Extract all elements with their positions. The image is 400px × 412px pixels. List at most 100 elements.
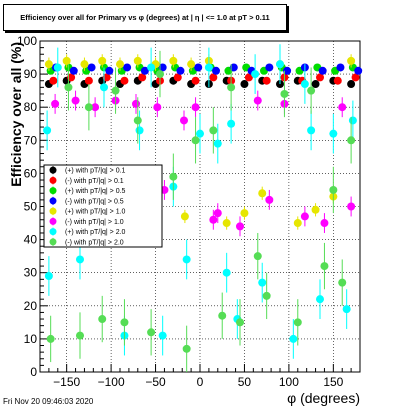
data-point bbox=[262, 76, 271, 85]
data-point bbox=[293, 318, 302, 327]
data-point bbox=[213, 139, 222, 148]
data-point bbox=[84, 103, 93, 112]
data-point bbox=[80, 60, 89, 69]
data-point bbox=[67, 73, 76, 82]
data-point bbox=[222, 268, 231, 277]
data-point bbox=[158, 331, 167, 340]
legend-box bbox=[43, 164, 163, 248]
data-point bbox=[76, 331, 84, 340]
legend: (+) with pT/|q| > 0.1 (-) with pT/|q| > 0… bbox=[43, 164, 163, 248]
data-point bbox=[227, 119, 236, 128]
data-point bbox=[173, 73, 182, 82]
data-point bbox=[147, 328, 156, 337]
legend-label: (+) with pT/|q| > 2.0 bbox=[65, 229, 126, 236]
data-point bbox=[44, 60, 53, 69]
data-point bbox=[100, 83, 108, 92]
legend-label: (-) with pT/|q| > 2.0 bbox=[65, 239, 124, 246]
y-tick-label: 50 bbox=[24, 200, 38, 214]
data-point bbox=[138, 73, 147, 82]
y-tick-label: 30 bbox=[24, 266, 38, 280]
data-point bbox=[49, 76, 58, 85]
data-point bbox=[311, 205, 320, 214]
data-point bbox=[265, 63, 274, 72]
data-point bbox=[153, 103, 162, 112]
y-axis-label: Efficiency over all (%) bbox=[8, 42, 24, 187]
data-point bbox=[316, 73, 324, 82]
data-point bbox=[342, 305, 351, 314]
data-point bbox=[194, 63, 203, 72]
data-point bbox=[351, 73, 360, 82]
data-point bbox=[236, 222, 244, 231]
data-point bbox=[338, 103, 347, 112]
x-tick-label: −100 bbox=[98, 375, 125, 389]
data-point bbox=[293, 219, 302, 228]
data-point bbox=[156, 70, 164, 79]
data-point bbox=[212, 66, 220, 75]
legend-marker bbox=[49, 217, 57, 225]
data-point bbox=[348, 116, 357, 125]
data-point bbox=[187, 60, 196, 69]
legend-label: (+) with pT/|q| > 0.5 bbox=[65, 188, 126, 195]
data-point bbox=[253, 252, 262, 261]
data-point bbox=[222, 219, 231, 228]
data-point bbox=[44, 272, 53, 281]
data-point bbox=[204, 63, 213, 72]
data-point bbox=[169, 56, 178, 65]
data-point bbox=[51, 99, 60, 108]
x-tick-label: 0 bbox=[197, 375, 204, 389]
data-point bbox=[329, 185, 338, 194]
y-tick-label: 60 bbox=[24, 166, 38, 180]
data-point bbox=[240, 80, 249, 89]
data-point bbox=[98, 56, 107, 65]
axis-layer: −150 −100 −50 0 50 100 150 0 10 20 30 40 50 60 70 80 90 1… bbox=[8, 34, 361, 406]
legend-marker bbox=[49, 166, 57, 174]
data-point bbox=[318, 66, 327, 75]
data-point bbox=[123, 63, 132, 72]
data-point bbox=[87, 63, 96, 72]
data-point bbox=[182, 255, 191, 264]
y-tick-label: 70 bbox=[24, 133, 38, 147]
data-point bbox=[276, 60, 284, 69]
data-point bbox=[240, 209, 249, 218]
legend-label: (-) with pT/|q| > 0.1 bbox=[65, 178, 124, 185]
legend-marker bbox=[49, 197, 57, 205]
y-tick-label: 0 bbox=[30, 365, 37, 379]
data-point bbox=[336, 63, 345, 72]
data-point bbox=[111, 86, 120, 95]
legend-label: (+) with pT/|q| > 1.0 bbox=[65, 209, 126, 216]
data-point bbox=[133, 56, 142, 65]
legend-marker bbox=[49, 187, 57, 195]
data-point bbox=[209, 215, 218, 224]
data-point bbox=[227, 83, 236, 92]
data-point bbox=[176, 66, 185, 75]
data-point bbox=[102, 73, 111, 82]
data-point bbox=[218, 311, 227, 320]
data-layer bbox=[43, 44, 363, 372]
x-tick-label: 50 bbox=[238, 375, 252, 389]
data-point bbox=[333, 76, 342, 85]
data-point bbox=[76, 255, 84, 264]
series-group bbox=[43, 44, 357, 359]
data-point bbox=[84, 76, 93, 85]
legend-marker bbox=[49, 238, 57, 246]
data-point bbox=[132, 99, 140, 108]
y-tick-label: 20 bbox=[24, 299, 38, 313]
data-point bbox=[180, 116, 188, 125]
legend-label: (-) with pT/|q| > 0.5 bbox=[65, 198, 124, 205]
data-point bbox=[120, 76, 129, 85]
data-point bbox=[213, 209, 222, 218]
data-point bbox=[311, 80, 320, 89]
data-point bbox=[289, 334, 298, 343]
x-axis-label: φ (degrees) bbox=[287, 390, 360, 406]
data-point bbox=[91, 103, 100, 112]
data-point bbox=[347, 56, 356, 65]
data-point bbox=[98, 315, 107, 324]
data-point bbox=[180, 212, 189, 221]
series-group bbox=[44, 54, 356, 230]
data-point bbox=[300, 80, 309, 89]
data-point bbox=[64, 83, 73, 92]
y-tick-label: 100 bbox=[17, 34, 37, 48]
data-point bbox=[347, 80, 356, 89]
data-point bbox=[253, 96, 262, 105]
data-point bbox=[300, 212, 309, 221]
